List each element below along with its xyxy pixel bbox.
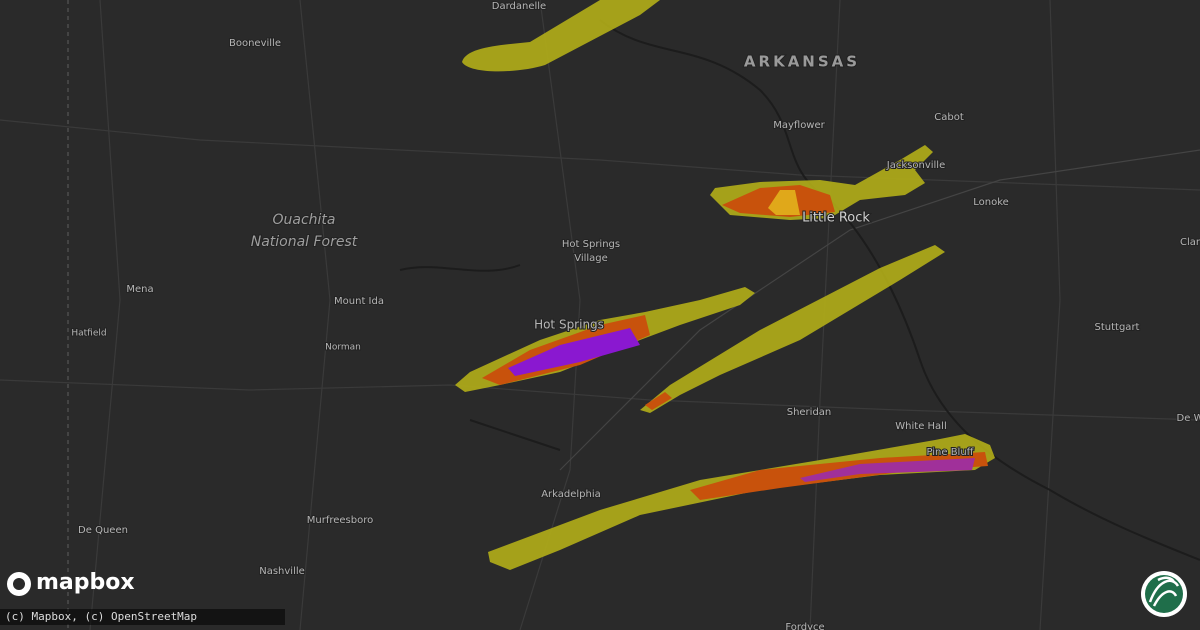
place-label: Stuttgart [1095, 322, 1140, 333]
place-label: Booneville [229, 38, 281, 49]
swath-high [800, 458, 975, 482]
place-label: Cabot [934, 112, 964, 123]
swath-mid [645, 392, 672, 410]
swath-low [462, 0, 660, 72]
swath-core [768, 190, 800, 215]
place-label: Lonoke [973, 197, 1009, 208]
storm-swaths [455, 0, 995, 570]
swath-high [508, 328, 640, 376]
place-label: Hot Springs [562, 239, 620, 250]
place-label: Fordyce [785, 622, 824, 630]
place-label: White Hall [895, 421, 946, 432]
place-label: Little Rock [802, 211, 870, 226]
place-label: Village [574, 253, 608, 264]
place-label: Clar [1180, 237, 1200, 248]
place-label: Hatfield [71, 329, 106, 339]
place-label: Hot Springs [534, 318, 604, 332]
place-label: Mount Ida [334, 296, 384, 307]
park-label: National Forest [251, 234, 358, 250]
place-labels: Dardanelle Booneville ARKANSAS Mayflower… [70, 0, 1200, 630]
attribution[interactable]: (c) Mapbox, (c) OpenStreetMap [0, 609, 285, 625]
place-label: Jacksonville [886, 160, 945, 171]
swath-low [488, 434, 995, 570]
place-label: Dardanelle [492, 1, 546, 12]
park-label: Ouachita [273, 212, 336, 228]
place-label: Norman [325, 343, 361, 353]
place-label: De W [1177, 413, 1200, 424]
place-label: Mayflower [773, 120, 825, 131]
place-label: Mena [126, 284, 153, 295]
place-label: Arkadelphia [541, 489, 601, 500]
place-label: Pine Bluff [926, 447, 974, 458]
site-logo[interactable] [1141, 571, 1187, 617]
place-label: Nashville [259, 566, 305, 577]
place-label: De Queen [78, 525, 128, 536]
state-label: ARKANSAS [744, 53, 860, 71]
place-label: Murfreesboro [307, 515, 373, 526]
mapbox-logo-icon [7, 572, 31, 596]
place-label: Sheridan [787, 407, 832, 418]
swath-low [640, 245, 945, 413]
mapbox-brand: mapbox [36, 570, 135, 595]
